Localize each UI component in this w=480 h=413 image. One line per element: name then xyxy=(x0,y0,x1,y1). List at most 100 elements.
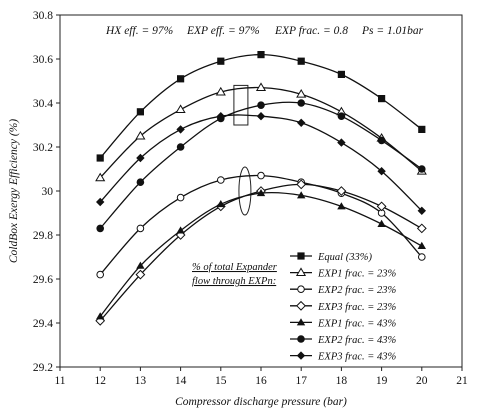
data-point xyxy=(377,219,386,227)
data-point xyxy=(217,176,225,184)
legend-item: EXP1 frac. = 43% xyxy=(290,318,396,329)
x-tick-label: 21 xyxy=(456,375,468,387)
parameter-label: Ps = 1.01bar xyxy=(361,25,424,37)
data-point xyxy=(337,138,346,147)
data-point xyxy=(216,200,225,208)
data-point xyxy=(96,197,105,207)
x-tick-label: 18 xyxy=(336,375,348,387)
data-point xyxy=(95,172,106,182)
data-point xyxy=(337,202,346,210)
data-point xyxy=(175,104,186,114)
data-point xyxy=(378,95,386,103)
series-layer xyxy=(95,51,427,326)
data-point xyxy=(337,112,346,120)
x-tick-label: 20 xyxy=(416,375,428,387)
axes: 11 12 13 14 15 16 17 18 19 20 21 29.2 29.4 29.6 29.8 30… xyxy=(8,10,468,408)
series-line xyxy=(99,191,423,317)
data-point xyxy=(256,189,266,197)
expander-note-line-1: % of total Expander xyxy=(192,262,278,273)
data-point xyxy=(257,51,265,59)
data-point xyxy=(297,118,306,127)
data-point xyxy=(297,99,306,107)
data-point xyxy=(296,179,307,190)
x-tick-label: 12 xyxy=(94,375,106,387)
legend-marker xyxy=(296,318,306,326)
legend-label: Equal (33%) xyxy=(317,252,372,263)
legend-marker xyxy=(297,285,305,294)
legend-item: EXP3 frac. = 43% xyxy=(290,351,396,363)
legend-label: EXP1 frac. = 43% xyxy=(317,318,396,329)
series-line xyxy=(99,183,423,322)
data-point xyxy=(136,224,145,233)
y-axis-title: ColdBox Exergy Efficiency (%) xyxy=(8,119,20,263)
data-point xyxy=(418,165,426,173)
data-point xyxy=(416,223,427,234)
x-tick-label: 11 xyxy=(54,375,65,387)
parameter-label: EXP frac. = 0.8 xyxy=(274,25,348,37)
legend-label: EXP2 frac. = 23% xyxy=(317,285,396,296)
data-point xyxy=(336,186,347,196)
x-tick-label: 17 xyxy=(295,375,307,387)
y-tick-label: 30 xyxy=(42,186,54,198)
highlight-ellipse xyxy=(238,166,252,216)
legend-label: EXP2 frac. = 43% xyxy=(317,335,396,346)
series-2 xyxy=(95,82,427,182)
legend-marker xyxy=(296,300,306,311)
legend-label: EXP1 frac. = 23% xyxy=(317,269,396,280)
series-7 xyxy=(96,112,426,215)
x-tick-label: 16 xyxy=(255,375,267,387)
legend-item: EXP3 frac. = 23% xyxy=(290,300,396,313)
data-point xyxy=(377,136,386,145)
legend-marker xyxy=(297,335,305,343)
data-point xyxy=(96,270,104,279)
legend-item: EXP1 frac. = 23% xyxy=(290,267,396,280)
highlight-rectangle xyxy=(233,84,249,126)
y-tick-label: 30.4 xyxy=(33,98,53,110)
legend-label: EXP3 frac. = 23% xyxy=(317,302,396,313)
data-point xyxy=(215,86,226,96)
data-point xyxy=(417,241,426,249)
data-point xyxy=(255,82,267,92)
data-point xyxy=(176,193,185,202)
legend-marker xyxy=(295,267,307,277)
data-point xyxy=(418,125,426,133)
data-point xyxy=(257,101,265,109)
annotations: HX eff. = 97% EXP eff. = 97% EXP frac. = 0… xyxy=(105,25,424,287)
expander-note-line-2: flow through EXPn: xyxy=(192,276,276,287)
data-point xyxy=(136,153,145,163)
data-point xyxy=(377,167,386,176)
data-point xyxy=(135,269,146,280)
data-point xyxy=(136,178,145,186)
data-point xyxy=(418,253,426,261)
parameter-label: HX eff. = 97% xyxy=(105,25,173,37)
data-point xyxy=(176,125,185,134)
data-point xyxy=(257,171,265,180)
y-tick-label: 29.6 xyxy=(33,274,53,286)
parameter-label: EXP eff. = 97% xyxy=(186,25,260,37)
x-axis-title: Compressor discharge pressure (bar) xyxy=(175,396,347,408)
data-point xyxy=(136,108,144,116)
y-tick-label: 30.8 xyxy=(33,10,53,22)
data-point xyxy=(176,226,185,234)
y-tick-label: 30.6 xyxy=(33,54,53,66)
x-tick-label: 15 xyxy=(215,375,227,387)
data-point xyxy=(417,206,426,215)
y-tick-label: 29.8 xyxy=(33,230,53,242)
y-tick-label: 30.2 xyxy=(33,142,53,154)
data-point xyxy=(216,112,225,121)
legend: Equal (33%) EXP1 frac. = 23% EXP2 frac. = … xyxy=(290,252,396,363)
data-point xyxy=(136,261,145,269)
legend-item: Equal (33%) xyxy=(290,252,372,263)
legend-item: EXP2 frac. = 43% xyxy=(290,335,396,346)
series-1 xyxy=(96,51,426,162)
legend-marker xyxy=(296,351,306,360)
legend-label: EXP3 frac. = 43% xyxy=(317,352,396,363)
data-point xyxy=(297,57,305,65)
data-point xyxy=(96,154,104,162)
data-point xyxy=(135,130,146,140)
y-tick-label: 29.4 xyxy=(33,318,53,330)
series-6 xyxy=(96,99,426,233)
data-point xyxy=(177,75,185,83)
